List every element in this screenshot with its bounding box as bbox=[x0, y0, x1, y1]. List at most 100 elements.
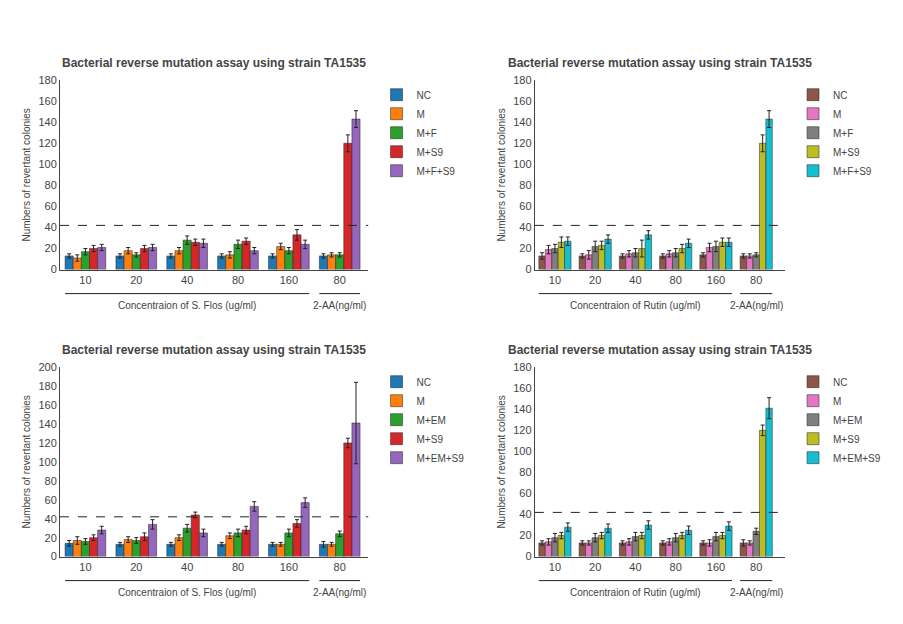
svg-text:100: 100 bbox=[513, 158, 531, 170]
svg-text:Numbers of revertant colonies: Numbers of revertant colonies bbox=[496, 108, 507, 241]
svg-text:120: 120 bbox=[513, 137, 531, 149]
svg-text:40: 40 bbox=[519, 508, 531, 520]
svg-text:80: 80 bbox=[750, 561, 762, 573]
svg-text:2-AA(ng/ml): 2-AA(ng/ml) bbox=[313, 587, 366, 598]
svg-text:160: 160 bbox=[513, 382, 531, 394]
svg-text:120: 120 bbox=[38, 137, 56, 149]
svg-text:160: 160 bbox=[280, 561, 298, 573]
svg-text:M: M bbox=[417, 109, 425, 120]
svg-text:100: 100 bbox=[513, 445, 531, 457]
svg-text:160: 160 bbox=[38, 95, 56, 107]
svg-text:40: 40 bbox=[629, 561, 641, 573]
svg-text:M+F+S9: M+F+S9 bbox=[833, 166, 872, 177]
svg-text:0: 0 bbox=[51, 263, 57, 275]
svg-text:Bacterial reverse mutation ass: Bacterial reverse mutation assay using s… bbox=[62, 343, 366, 357]
svg-text:20: 20 bbox=[589, 561, 601, 573]
svg-text:200: 200 bbox=[38, 361, 56, 373]
svg-text:Bacterial reverse mutation ass: Bacterial reverse mutation assay using s… bbox=[62, 56, 366, 70]
svg-text:M+F+S9: M+F+S9 bbox=[417, 166, 456, 177]
svg-text:100: 100 bbox=[38, 456, 56, 468]
svg-text:20: 20 bbox=[130, 274, 142, 286]
svg-text:M: M bbox=[417, 396, 425, 407]
svg-text:M+S9: M+S9 bbox=[417, 434, 444, 445]
svg-text:160: 160 bbox=[707, 274, 725, 286]
svg-text:80: 80 bbox=[232, 561, 244, 573]
svg-text:M+EM+S9: M+EM+S9 bbox=[417, 453, 465, 464]
svg-text:140: 140 bbox=[513, 116, 531, 128]
svg-text:60: 60 bbox=[45, 200, 57, 212]
svg-text:10: 10 bbox=[79, 274, 91, 286]
svg-text:60: 60 bbox=[45, 494, 57, 506]
svg-text:80: 80 bbox=[670, 561, 682, 573]
svg-text:160: 160 bbox=[513, 95, 531, 107]
svg-text:20: 20 bbox=[130, 561, 142, 573]
svg-text:Concentraion of Rutin (ug/ml): Concentraion of Rutin (ug/ml) bbox=[570, 300, 701, 311]
svg-text:Concentraion of S. Flos (ug/ml: Concentraion of S. Flos (ug/ml) bbox=[118, 300, 256, 311]
svg-text:Numbers of revertant colonies: Numbers of revertant colonies bbox=[21, 108, 32, 241]
svg-text:40: 40 bbox=[45, 513, 57, 525]
svg-text:10: 10 bbox=[79, 561, 91, 573]
svg-text:80: 80 bbox=[519, 466, 531, 478]
svg-text:NC: NC bbox=[833, 90, 847, 101]
svg-text:160: 160 bbox=[280, 274, 298, 286]
svg-text:180: 180 bbox=[38, 380, 56, 392]
svg-text:Bacterial reverse mutation ass: Bacterial reverse mutation assay using s… bbox=[508, 343, 812, 357]
svg-text:Concentraion of S. Flos (ug/ml: Concentraion of S. Flos (ug/ml) bbox=[118, 587, 256, 598]
svg-text:100: 100 bbox=[38, 158, 56, 170]
svg-text:0: 0 bbox=[525, 550, 531, 562]
svg-text:0: 0 bbox=[51, 550, 57, 562]
svg-text:Numbers of revertant colonies: Numbers of revertant colonies bbox=[21, 395, 32, 528]
svg-text:Numbers of revertant colonies: Numbers of revertant colonies bbox=[496, 395, 507, 528]
svg-text:140: 140 bbox=[38, 116, 56, 128]
svg-text:M+S9: M+S9 bbox=[417, 147, 444, 158]
svg-text:Bacterial reverse mutation ass: Bacterial reverse mutation assay using s… bbox=[508, 56, 812, 70]
svg-text:M+EM+S9: M+EM+S9 bbox=[833, 453, 881, 464]
svg-text:NC: NC bbox=[417, 90, 431, 101]
svg-text:2-AA(ng/ml): 2-AA(ng/ml) bbox=[730, 587, 783, 598]
svg-text:60: 60 bbox=[519, 487, 531, 499]
svg-text:10: 10 bbox=[549, 561, 561, 573]
svg-text:M+S9: M+S9 bbox=[833, 147, 860, 158]
svg-text:10: 10 bbox=[549, 274, 561, 286]
svg-text:NC: NC bbox=[833, 377, 847, 388]
svg-text:160: 160 bbox=[38, 399, 56, 411]
svg-text:180: 180 bbox=[513, 74, 531, 86]
svg-text:80: 80 bbox=[519, 179, 531, 191]
svg-text:120: 120 bbox=[38, 437, 56, 449]
svg-text:NC: NC bbox=[417, 377, 431, 388]
svg-text:120: 120 bbox=[513, 424, 531, 436]
svg-text:180: 180 bbox=[513, 361, 531, 373]
svg-text:140: 140 bbox=[38, 418, 56, 430]
svg-text:M: M bbox=[833, 396, 841, 407]
svg-text:140: 140 bbox=[513, 403, 531, 415]
svg-text:80: 80 bbox=[750, 274, 762, 286]
svg-text:20: 20 bbox=[45, 532, 57, 544]
svg-text:M+S9: M+S9 bbox=[833, 434, 860, 445]
svg-text:80: 80 bbox=[334, 274, 346, 286]
svg-text:Concentraion of Rutin (ug/ml): Concentraion of Rutin (ug/ml) bbox=[570, 587, 701, 598]
svg-text:0: 0 bbox=[525, 263, 531, 275]
svg-text:20: 20 bbox=[589, 274, 601, 286]
svg-text:180: 180 bbox=[38, 74, 56, 86]
svg-text:40: 40 bbox=[45, 221, 57, 233]
svg-text:40: 40 bbox=[519, 221, 531, 233]
svg-text:20: 20 bbox=[519, 529, 531, 541]
svg-text:M: M bbox=[833, 109, 841, 120]
svg-text:20: 20 bbox=[519, 242, 531, 254]
svg-text:M+F: M+F bbox=[417, 128, 437, 139]
svg-text:60: 60 bbox=[519, 200, 531, 212]
svg-text:40: 40 bbox=[629, 274, 641, 286]
svg-text:20: 20 bbox=[45, 242, 57, 254]
svg-text:2-AA(ng/ml): 2-AA(ng/ml) bbox=[730, 300, 783, 311]
svg-text:2-AA(ng/ml): 2-AA(ng/ml) bbox=[313, 300, 366, 311]
svg-text:M+EM: M+EM bbox=[417, 415, 446, 426]
svg-text:M+F: M+F bbox=[833, 128, 853, 139]
svg-text:80: 80 bbox=[232, 274, 244, 286]
svg-text:80: 80 bbox=[670, 274, 682, 286]
svg-text:40: 40 bbox=[181, 561, 193, 573]
svg-text:80: 80 bbox=[45, 475, 57, 487]
svg-text:M+EM: M+EM bbox=[833, 415, 862, 426]
svg-text:80: 80 bbox=[45, 179, 57, 191]
svg-text:160: 160 bbox=[707, 561, 725, 573]
svg-text:80: 80 bbox=[334, 561, 346, 573]
